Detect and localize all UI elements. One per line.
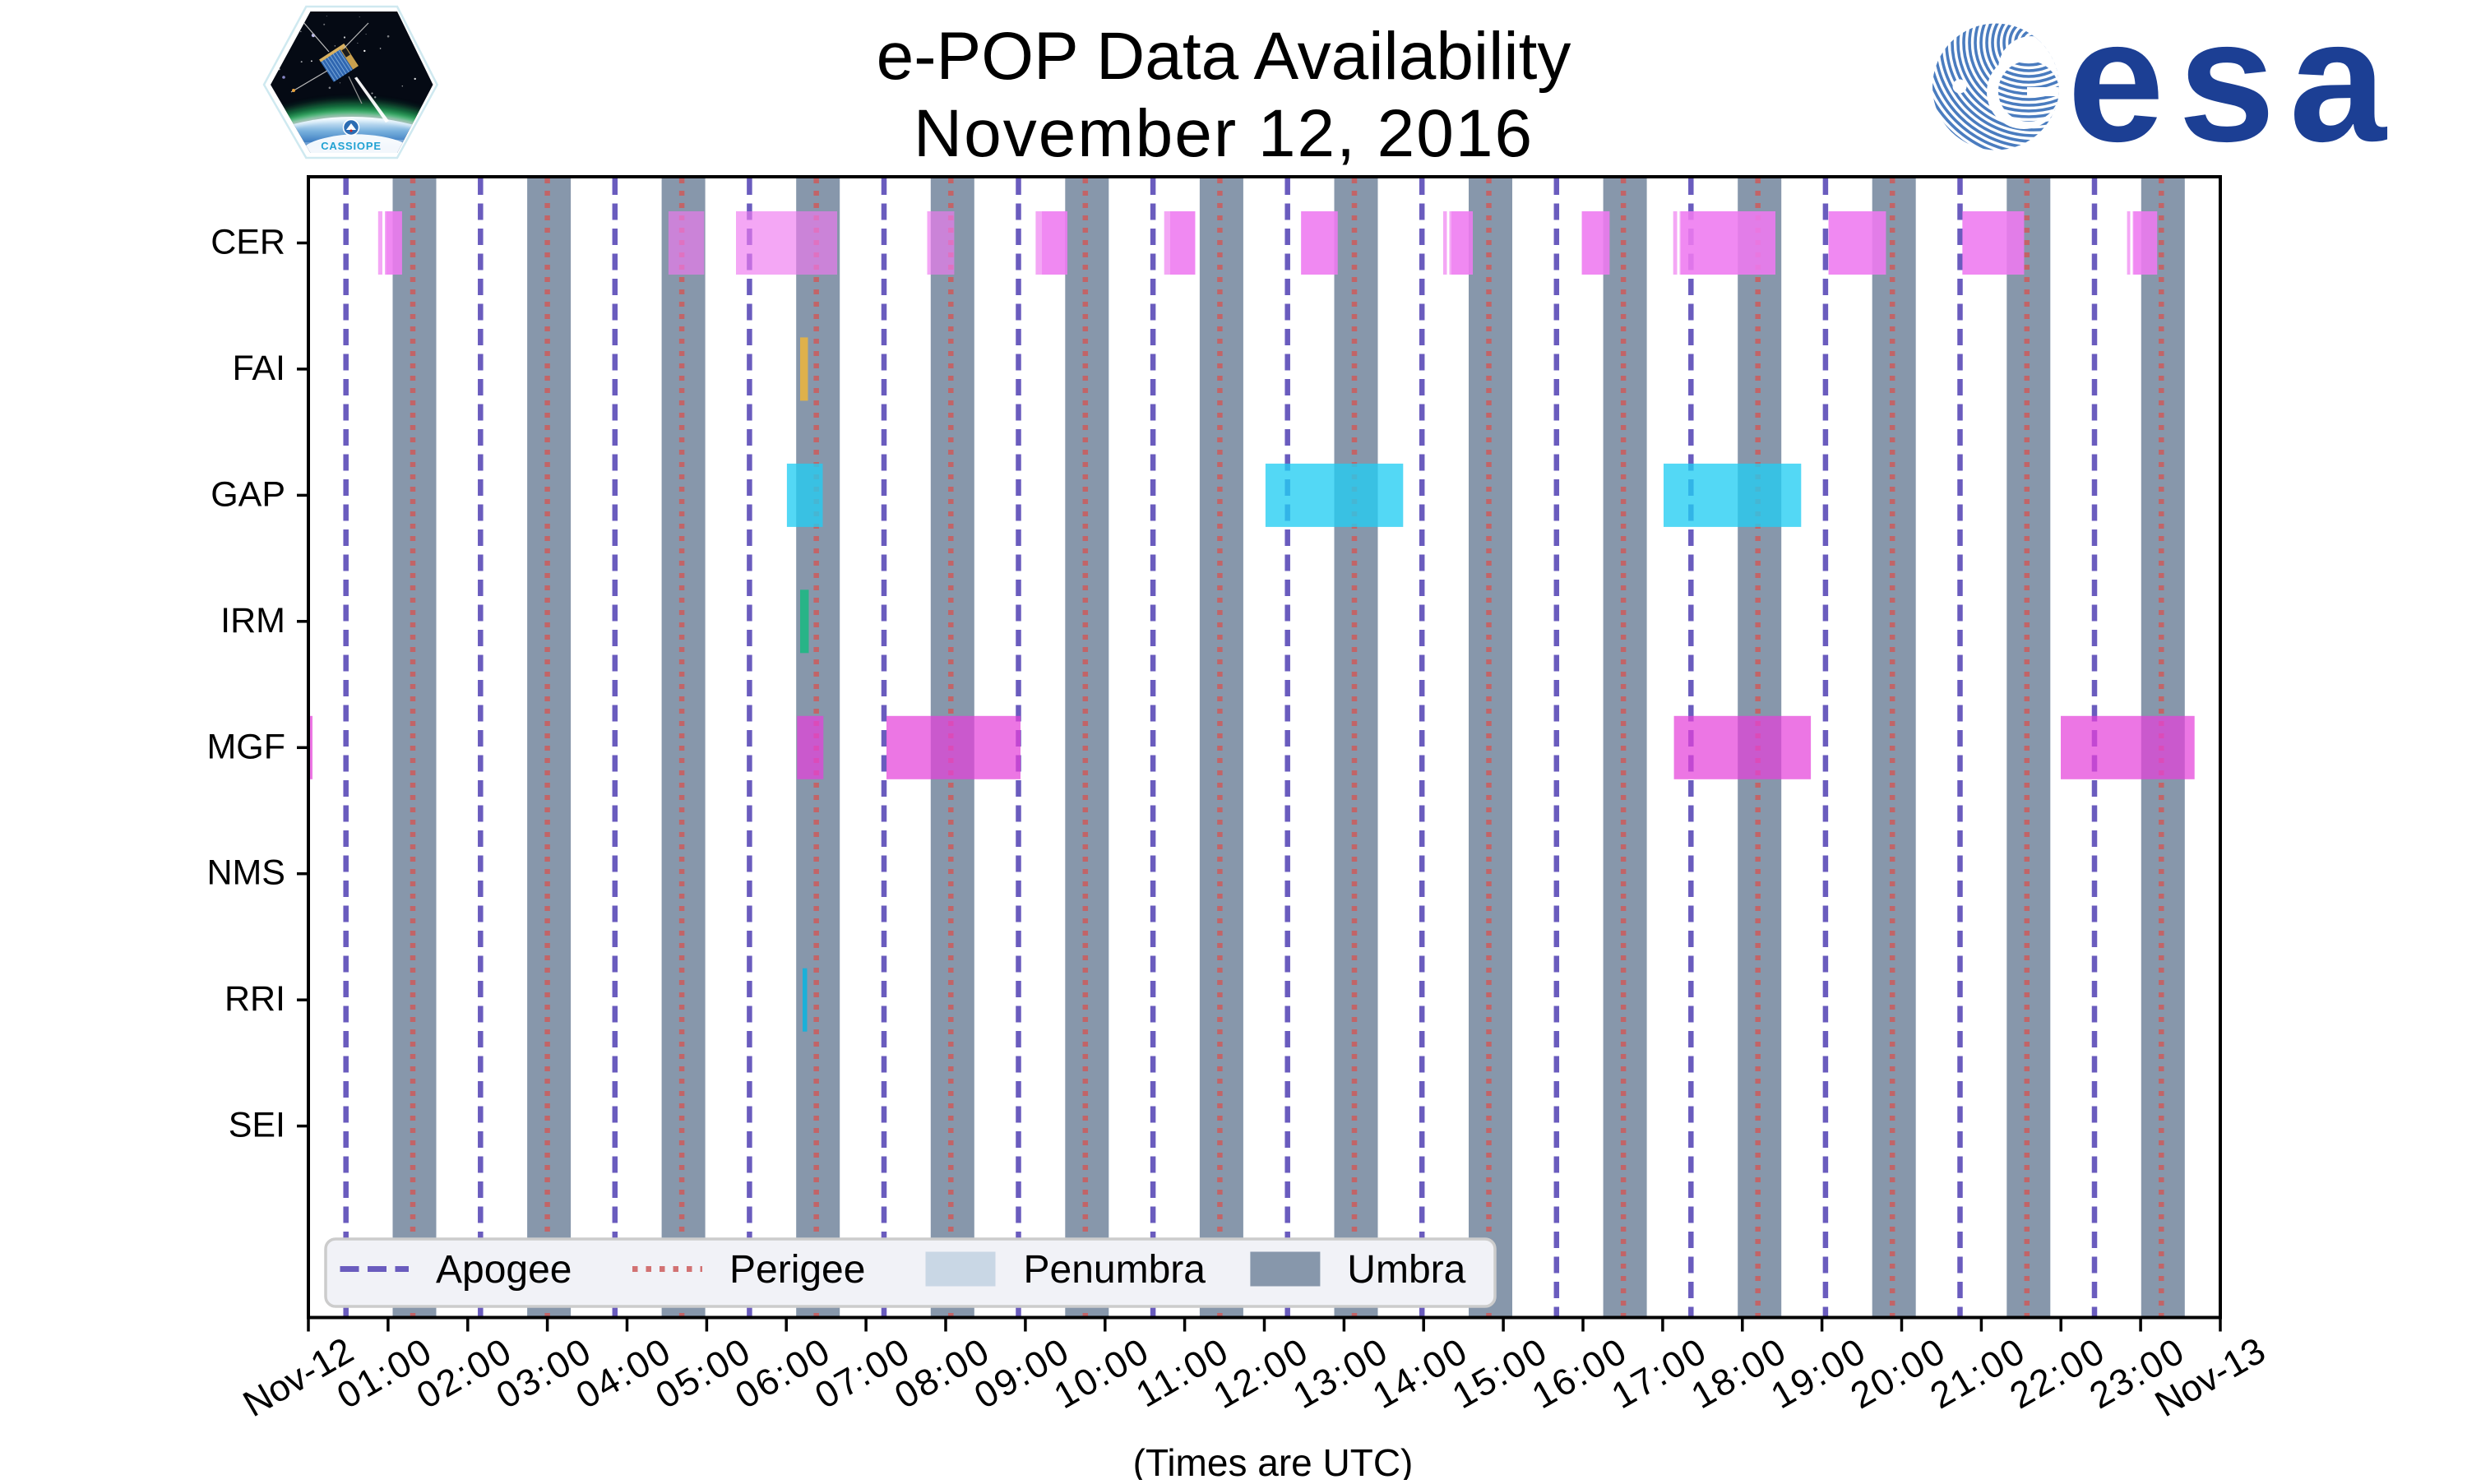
svg-text:Penumbra: Penumbra — [1024, 1248, 1206, 1292]
svg-text:GAP: GAP — [211, 474, 285, 514]
svg-text:IRM: IRM — [220, 601, 285, 640]
svg-text:CER: CER — [211, 223, 285, 262]
svg-text:RRI: RRI — [224, 979, 285, 1019]
svg-text:November 12, 2016: November 12, 2016 — [914, 96, 1534, 171]
svg-text:Apogee: Apogee — [436, 1248, 572, 1292]
svg-text:Perigee: Perigee — [729, 1248, 865, 1292]
svg-text:esa: esa — [2067, 0, 2400, 178]
svg-text:Umbra: Umbra — [1347, 1248, 1465, 1292]
svg-text:(Times are UTC): (Times are UTC) — [1133, 1441, 1414, 1480]
svg-text:SEI: SEI — [229, 1106, 285, 1145]
svg-text:e-POP Data Availability: e-POP Data Availability — [877, 19, 1571, 94]
svg-text:CASSIOPE: CASSIOPE — [321, 140, 382, 152]
svg-text:NMS: NMS — [206, 853, 285, 893]
svg-text:MGF: MGF — [206, 727, 285, 766]
svg-text:FAI: FAI — [232, 349, 285, 388]
